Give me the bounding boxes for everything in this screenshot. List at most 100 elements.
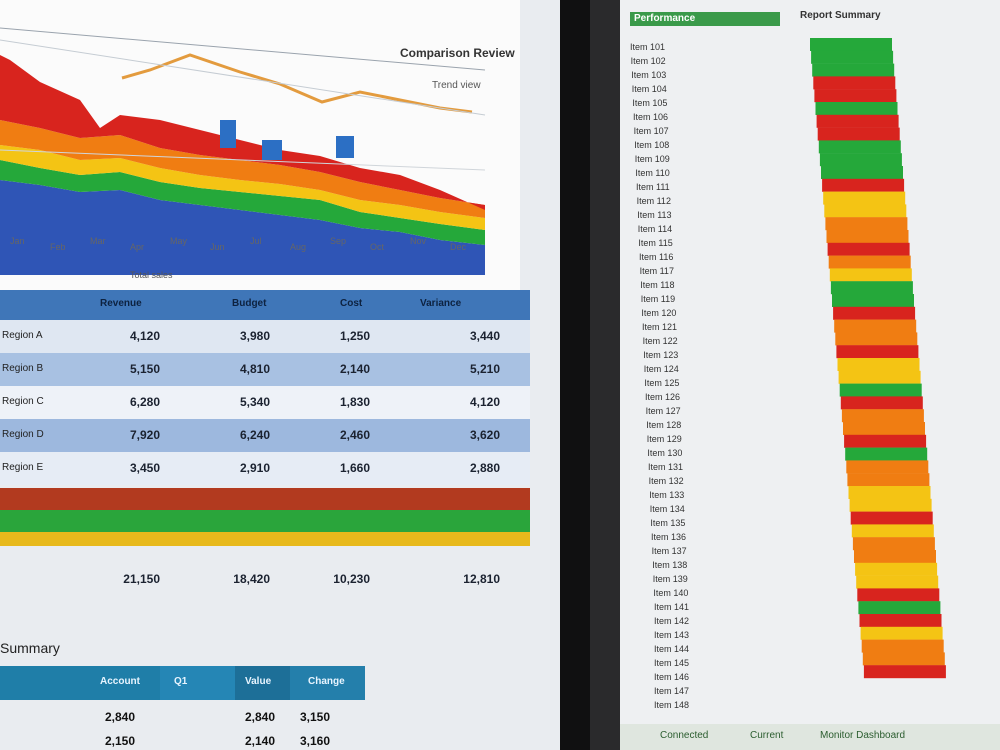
list-item[interactable]: Item 136	[651, 532, 687, 542]
list-item[interactable]: Item 111	[636, 182, 670, 192]
list-item[interactable]: Item 134	[649, 504, 685, 514]
heatmap-cell[interactable]	[811, 50, 894, 64]
table-row[interactable]: Region C 6,280 5,340 1,830 4,120	[0, 386, 530, 419]
list-item[interactable]: Item 106	[633, 112, 669, 122]
list-item[interactable]: Item 125	[644, 378, 680, 388]
heatmap-cell[interactable]	[839, 383, 922, 397]
heatmap-cell[interactable]	[823, 191, 906, 205]
heatmap-cell[interactable]	[852, 537, 935, 551]
heatmap-cell[interactable]	[859, 614, 942, 627]
list-item[interactable]: Item 113	[637, 210, 672, 220]
heatmap-cell[interactable]	[815, 102, 898, 115]
list-item[interactable]: Item 109	[634, 154, 670, 164]
heatmap-cell[interactable]	[833, 306, 916, 320]
heatmap-cell[interactable]	[813, 76, 896, 90]
summary-header-account[interactable]: Account	[100, 676, 140, 687]
summary-header-q1[interactable]: Q1	[174, 676, 188, 687]
heatmap-cell[interactable]	[841, 409, 924, 423]
list-item[interactable]: Item 131	[648, 462, 684, 472]
heatmap-cell[interactable]	[845, 447, 928, 461]
heatmap-cell[interactable]	[832, 294, 914, 307]
list-item[interactable]: Item 139	[652, 574, 688, 584]
header-variance[interactable]: Variance	[420, 298, 462, 309]
heatmap-cell[interactable]	[827, 242, 910, 256]
heatmap-cell[interactable]	[822, 178, 905, 192]
list-item[interactable]: Item 108	[634, 140, 670, 150]
list-item[interactable]: Item 143	[654, 630, 690, 640]
heatmap-cell[interactable]	[848, 486, 931, 499]
list-item[interactable]: Item 141	[654, 602, 690, 612]
list-item[interactable]: Item 102	[630, 56, 666, 66]
heatmap-cell[interactable]	[851, 524, 934, 538]
list-item[interactable]: Item 140	[653, 588, 689, 598]
heatmap-cell[interactable]	[846, 460, 929, 474]
heatmap-cell[interactable]	[856, 575, 939, 589]
heatmap-cell[interactable]	[854, 550, 936, 563]
heatmap-cell[interactable]	[862, 652, 945, 666]
list-item[interactable]: Item 130	[647, 448, 683, 458]
list-item[interactable]: Item 142	[654, 616, 690, 626]
list-item[interactable]: Item 112	[636, 196, 671, 206]
heatmap-cell[interactable]	[835, 332, 918, 346]
list-item[interactable]: Item 103	[631, 70, 667, 80]
heatmap-cell[interactable]	[830, 281, 913, 295]
list-item[interactable]: Item 146	[654, 672, 690, 682]
heatmap-cell[interactable]	[824, 204, 907, 218]
header-cost[interactable]: Cost	[340, 298, 363, 309]
heatmap-cell[interactable]	[810, 38, 892, 51]
list-item[interactable]: Item 119	[640, 294, 676, 304]
list-item[interactable]: Item 118	[640, 280, 675, 290]
heatmap-cell[interactable]	[834, 319, 917, 333]
heatmap-cell[interactable]	[819, 153, 902, 167]
heatmap-cell[interactable]	[836, 345, 919, 359]
heatmap-cell[interactable]	[849, 498, 932, 512]
list-item[interactable]: Item 128	[646, 420, 682, 430]
list-item[interactable]: Item 129	[646, 434, 682, 444]
heatmap-cell[interactable]	[812, 63, 895, 77]
list-item[interactable]: Item 107	[633, 126, 669, 136]
list-item[interactable]: Item 124	[643, 364, 679, 374]
list-item[interactable]: Item 121	[642, 322, 678, 332]
list-item[interactable]: Item 101	[630, 42, 666, 52]
list-item[interactable]: Item 133	[649, 490, 685, 500]
list-item[interactable]: Item 110	[635, 168, 670, 178]
table-row[interactable]: Region A 4,120 3,980 1,250 3,440	[0, 320, 530, 353]
heatmap-cell[interactable]	[843, 422, 925, 435]
heatmap-cell[interactable]	[861, 639, 944, 653]
list-item[interactable]: Item 105	[632, 98, 668, 108]
heatmap-cell[interactable]	[850, 511, 933, 525]
list-item[interactable]: Item 126	[645, 392, 681, 402]
list-item[interactable]: Item 145	[654, 658, 690, 668]
heatmap-cell[interactable]	[814, 89, 897, 103]
heatmap-cell[interactable]	[821, 166, 903, 179]
list-item[interactable]: Item 138	[652, 560, 688, 570]
heatmap-cell[interactable]	[840, 396, 923, 410]
heatmap-cell[interactable]	[860, 626, 943, 640]
heatmap-cell[interactable]	[828, 255, 911, 269]
list-item[interactable]: Item 127	[645, 406, 681, 416]
heatmap-cell[interactable]	[816, 114, 899, 128]
heatmap-cell[interactable]	[826, 230, 909, 243]
heatmap-cell[interactable]	[838, 370, 921, 384]
heatmap-cell[interactable]	[844, 434, 927, 448]
list-item[interactable]: Item 147	[654, 686, 690, 696]
list-item[interactable]: Item 135	[650, 518, 686, 528]
summary-header-change[interactable]: Change	[308, 676, 345, 687]
heatmap-cell[interactable]	[857, 588, 940, 602]
heatmap-cell[interactable]	[863, 665, 946, 679]
heatmap-cell[interactable]	[817, 127, 900, 141]
list-item[interactable]: Item 117	[639, 266, 674, 276]
list-item[interactable]: Item 148	[654, 700, 690, 710]
list-item[interactable]: Item 114	[637, 224, 673, 234]
list-item[interactable]: Item 115	[638, 238, 673, 248]
heatmap-cell[interactable]	[855, 562, 938, 576]
heatmap-cell[interactable]	[847, 473, 930, 487]
header-revenue[interactable]: Revenue	[100, 298, 142, 309]
heatmap-cell[interactable]	[858, 601, 941, 615]
list-item[interactable]: Item 144	[654, 644, 690, 654]
list-item[interactable]: Item 122	[642, 336, 678, 346]
list-item[interactable]: Item 116	[639, 252, 674, 262]
summary-header-value[interactable]: Value	[245, 676, 272, 687]
heatmap-cell[interactable]	[825, 217, 908, 231]
list-item[interactable]: Item 120	[641, 308, 677, 318]
